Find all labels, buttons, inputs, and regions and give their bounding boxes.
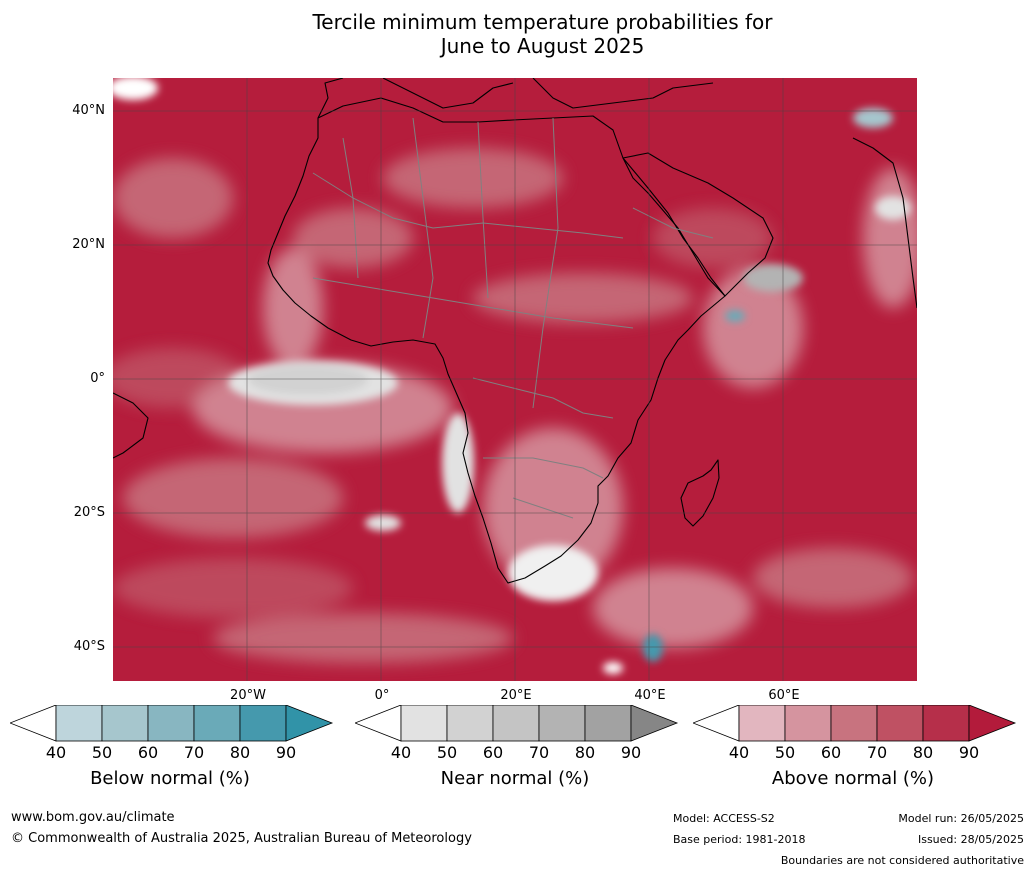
- colorbar-below-extend-low: [8, 704, 57, 742]
- footer-copyright: © Commonwealth of Australia 2025, Austra…: [11, 831, 472, 846]
- colorbar-near-tick: 40: [390, 743, 412, 762]
- footer-issued: Issued: 28/05/2025: [917, 833, 1024, 846]
- colorbar-below-svg: [8, 704, 334, 742]
- footer-url: www.bom.gov.au/climate: [11, 810, 175, 825]
- colorbar-above-bin-1: [738, 704, 786, 742]
- madagascar: [680, 459, 720, 527]
- colorbar-below-bin-2: [101, 704, 149, 742]
- colorbar-below-extend-high: [285, 704, 334, 742]
- arabian-peninsula: [622, 152, 774, 297]
- lon-label-20e: 20°E: [500, 688, 532, 703]
- colorbar-above-bin-3: [830, 704, 878, 742]
- graticule: [113, 78, 917, 681]
- lon-label-20w: 20°W: [230, 688, 266, 703]
- colorbar-near-tick: 80: [574, 743, 596, 762]
- colorbar-title-above: Above normal (%): [771, 768, 935, 789]
- colorbar-near-bin-2: [446, 704, 494, 742]
- colorbar-near-extend-high: [630, 704, 679, 742]
- europe-coast: [317, 78, 714, 119]
- south-america-coast: [113, 392, 149, 459]
- colorbar-below-tick: 50: [91, 743, 113, 762]
- colorbar-near-bin-3: [492, 704, 540, 742]
- colorbar-below-tick: 60: [137, 743, 159, 762]
- title-line-1: Tercile minimum temperature probabilitie…: [312, 10, 773, 34]
- colorbar-below-bin-1: [55, 704, 103, 742]
- colorbar-below-normal: 40 50 60 70 80 90: [8, 704, 335, 762]
- colorbar-below-tick: 80: [229, 743, 251, 762]
- africa-coastline: [267, 97, 726, 584]
- lon-label-0: 0°: [374, 688, 390, 703]
- lat-label-20n: 20°N: [72, 237, 105, 252]
- footer-model: Model: ACCESS-S2: [673, 812, 775, 825]
- colorbar-above-bin-4: [876, 704, 924, 742]
- map-title: Tercile minimum temperature probabilitie…: [0, 10, 1035, 58]
- colorbar-near-bin-1: [400, 704, 448, 742]
- colorbar-near-svg: [353, 704, 679, 742]
- colorbar-above-svg: [691, 704, 1017, 742]
- colorbar-near-normal: 40 50 60 70 80 90: [353, 704, 680, 762]
- footer-disclaimer: Boundaries are not considered authoritat…: [780, 854, 1024, 867]
- below-normal-patches: [643, 108, 893, 662]
- colorbar-near-tick: 90: [620, 743, 642, 762]
- colorbar-below-bin-3: [147, 704, 195, 742]
- lon-label-40e: 40°E: [634, 688, 666, 703]
- lat-label-20s: 20°S: [73, 505, 105, 520]
- colorbar-above-tick: 40: [728, 743, 750, 762]
- colorbar-above-tick: 80: [912, 743, 934, 762]
- colorbar-title-below: Below normal (%): [90, 768, 250, 789]
- country-borders: [312, 117, 714, 519]
- probability-map: [113, 78, 917, 681]
- colorbar-near-bin-4: [538, 704, 586, 742]
- footer-model-run: Model run: 26/05/2025: [898, 812, 1024, 825]
- colorbar-above-extend-high: [968, 704, 1017, 742]
- colorbar-below-bin-5: [239, 704, 287, 742]
- lat-label-40s: 40°S: [73, 639, 105, 654]
- colorbar-near-tick: 70: [528, 743, 550, 762]
- colorbar-above-tick: 50: [774, 743, 796, 762]
- colorbar-above-bin-2: [784, 704, 832, 742]
- colorbar-below-bin-4: [193, 704, 241, 742]
- colorbar-above-tick: 70: [866, 743, 888, 762]
- colorbar-above-extend-low: [691, 704, 740, 742]
- title-line-2: June to August 2025: [440, 34, 645, 58]
- colorbar-above-normal: 40 50 60 70 80 90: [691, 704, 1018, 762]
- colorbar-near-bin-5: [584, 704, 632, 742]
- land-outline: [113, 78, 917, 584]
- colorbar-near-tick: 50: [436, 743, 458, 762]
- colorbar-above-tick: 60: [820, 743, 842, 762]
- lon-label-60e: 60°E: [768, 688, 800, 703]
- colorbar-above-tick: 90: [958, 743, 980, 762]
- footer-base-period: Base period: 1981-2018: [673, 833, 806, 846]
- colorbar-near-tick: 60: [482, 743, 504, 762]
- colorbar-below-tick: 70: [183, 743, 205, 762]
- colorbar-near-extend-low: [353, 704, 402, 742]
- colorbar-above-bin-5: [922, 704, 970, 742]
- near-normal-patches: [113, 78, 911, 674]
- india-coast: [852, 137, 917, 309]
- colorbar-below-tick: 90: [275, 743, 297, 762]
- colorbar-below-tick: 40: [45, 743, 67, 762]
- lat-label-0: 0°: [90, 371, 105, 386]
- colorbar-title-near: Near normal (%): [440, 768, 590, 789]
- lat-label-40n: 40°N: [72, 103, 105, 118]
